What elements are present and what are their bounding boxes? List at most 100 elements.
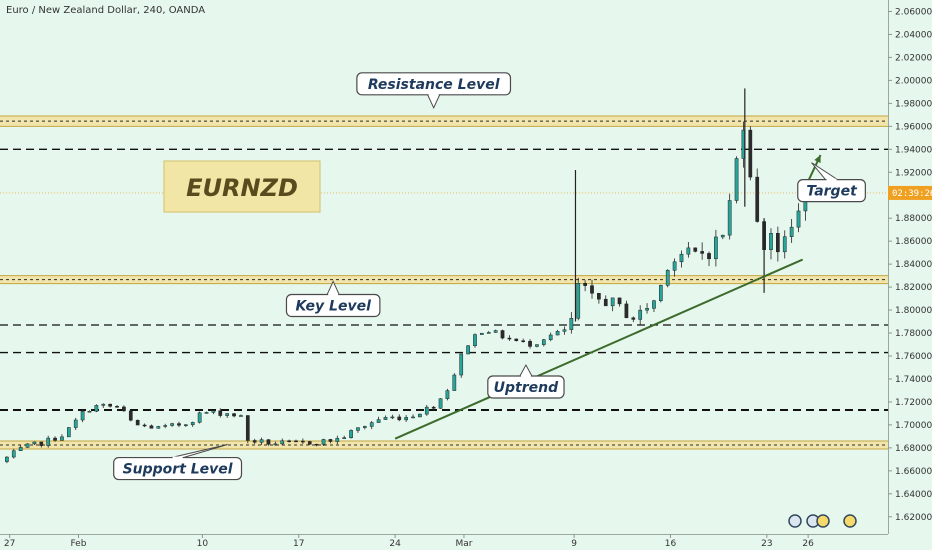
candle-body [39, 441, 44, 446]
candle-body [211, 410, 216, 413]
x-tick-label: 26 [802, 539, 814, 549]
y-tick-label: 1.74000 [895, 375, 932, 385]
candle-body [500, 330, 505, 339]
candle-body [321, 439, 326, 445]
candle-body [301, 440, 305, 443]
candle-body [376, 419, 381, 423]
y-tick-label: 1.84000 [895, 260, 932, 270]
candle-body [418, 413, 422, 418]
candle-body [266, 439, 271, 445]
candle-body [66, 427, 71, 438]
resistance-level-label: Resistance Level [368, 77, 500, 93]
y-tick-label: 2.02000 [895, 53, 932, 63]
candle-body [707, 253, 711, 260]
candle-body [493, 330, 498, 333]
current-price-tag: 02:39:26 [888, 185, 932, 200]
candle-body [665, 270, 670, 286]
candle-body [101, 403, 106, 406]
candle-body [755, 176, 760, 222]
indicator-icon[interactable] [843, 514, 857, 528]
x-axis: 27 Feb 10 17 24 Mar 9 16 23 26 [4, 534, 814, 549]
candle-body [693, 247, 698, 252]
candle-body [25, 443, 30, 448]
candle-body [459, 353, 464, 376]
levels-layer [0, 115, 888, 450]
key-level-callout: Key Level [285, 280, 381, 318]
indicator-icons [788, 514, 857, 528]
candle-body [562, 329, 567, 332]
candle-body [245, 415, 250, 441]
candle-body [714, 236, 718, 260]
symbol-box: EURNZD [163, 160, 321, 213]
candle-body [569, 318, 574, 330]
candle-body [597, 292, 601, 300]
candle-body [514, 338, 519, 341]
x-tick-label: 9 [571, 539, 577, 549]
candle-body [700, 251, 704, 254]
candle-body [362, 426, 367, 428]
resistance-level-callout: Resistance Level [356, 72, 512, 110]
candle-body [163, 425, 168, 427]
y-tick-label: 1.92000 [895, 168, 932, 178]
x-tick-label: Feb [71, 539, 87, 549]
candle-body [356, 427, 360, 431]
candles-layer [5, 88, 808, 464]
candle-body [135, 419, 140, 426]
candle-body [197, 412, 202, 423]
candle-body [782, 236, 787, 253]
y-tick-label: 1.64000 [895, 490, 932, 500]
candle-body [18, 447, 23, 451]
candle-body [349, 430, 353, 438]
y-tick-label: 1.70000 [895, 421, 932, 431]
candle-body [32, 441, 37, 445]
y-tick-label: 2.04000 [895, 30, 932, 40]
y-tick-label: 1.86000 [895, 237, 932, 247]
candle-body [60, 436, 64, 441]
x-tick-label: 10 [197, 539, 209, 549]
candle-body [190, 422, 195, 425]
candle-body [390, 416, 395, 419]
y-tick-label: 1.78000 [895, 329, 932, 339]
candle-body [294, 440, 298, 443]
candle-body [686, 247, 691, 255]
candle-body [638, 309, 643, 320]
target-callout: Target [797, 162, 866, 203]
uptrend-label: Uptrend [494, 380, 559, 396]
candle-body [128, 410, 133, 421]
x-tick-label: Mar [455, 539, 472, 549]
candle-body [204, 412, 209, 414]
candle-body [335, 438, 340, 442]
y-axis: 1.62000 1.64000 1.66000 1.68000 1.70000 1.720… [888, 7, 932, 523]
candle-body [46, 437, 51, 446]
candle-body [645, 308, 649, 311]
indicator-icon[interactable] [816, 514, 830, 528]
candle-body [789, 226, 794, 237]
candle-body [108, 403, 112, 407]
y-tick-label: 1.80000 [895, 306, 932, 316]
candle-body [528, 340, 532, 347]
candle-body [87, 411, 92, 413]
candle-body [521, 340, 526, 342]
candle-body [796, 210, 801, 228]
candle-body [149, 425, 154, 429]
candle-body [438, 398, 443, 409]
candle-body [720, 234, 725, 238]
candle-body [507, 337, 512, 340]
candle-body [11, 450, 16, 458]
y-tick-label: 2.06000 [895, 7, 932, 17]
y-tick-label: 1.96000 [895, 122, 932, 132]
candle-body [411, 416, 415, 419]
x-tick-label: 16 [665, 539, 677, 549]
candle-body [252, 440, 257, 443]
candle-body [631, 317, 636, 320]
candle-body [603, 298, 608, 307]
y-tick-label: 2.00000 [895, 76, 932, 86]
candle-body [610, 297, 615, 307]
x-tick-label: 23 [761, 539, 772, 549]
indicator-icon[interactable] [788, 514, 802, 528]
y-tick-label: 1.94000 [895, 145, 932, 155]
chart-title: Euro / New Zealand Dollar, 240, OANDA [6, 5, 205, 16]
candle-body [328, 439, 333, 442]
x-tick-label: 27 [4, 539, 15, 549]
candle-body [452, 374, 457, 391]
